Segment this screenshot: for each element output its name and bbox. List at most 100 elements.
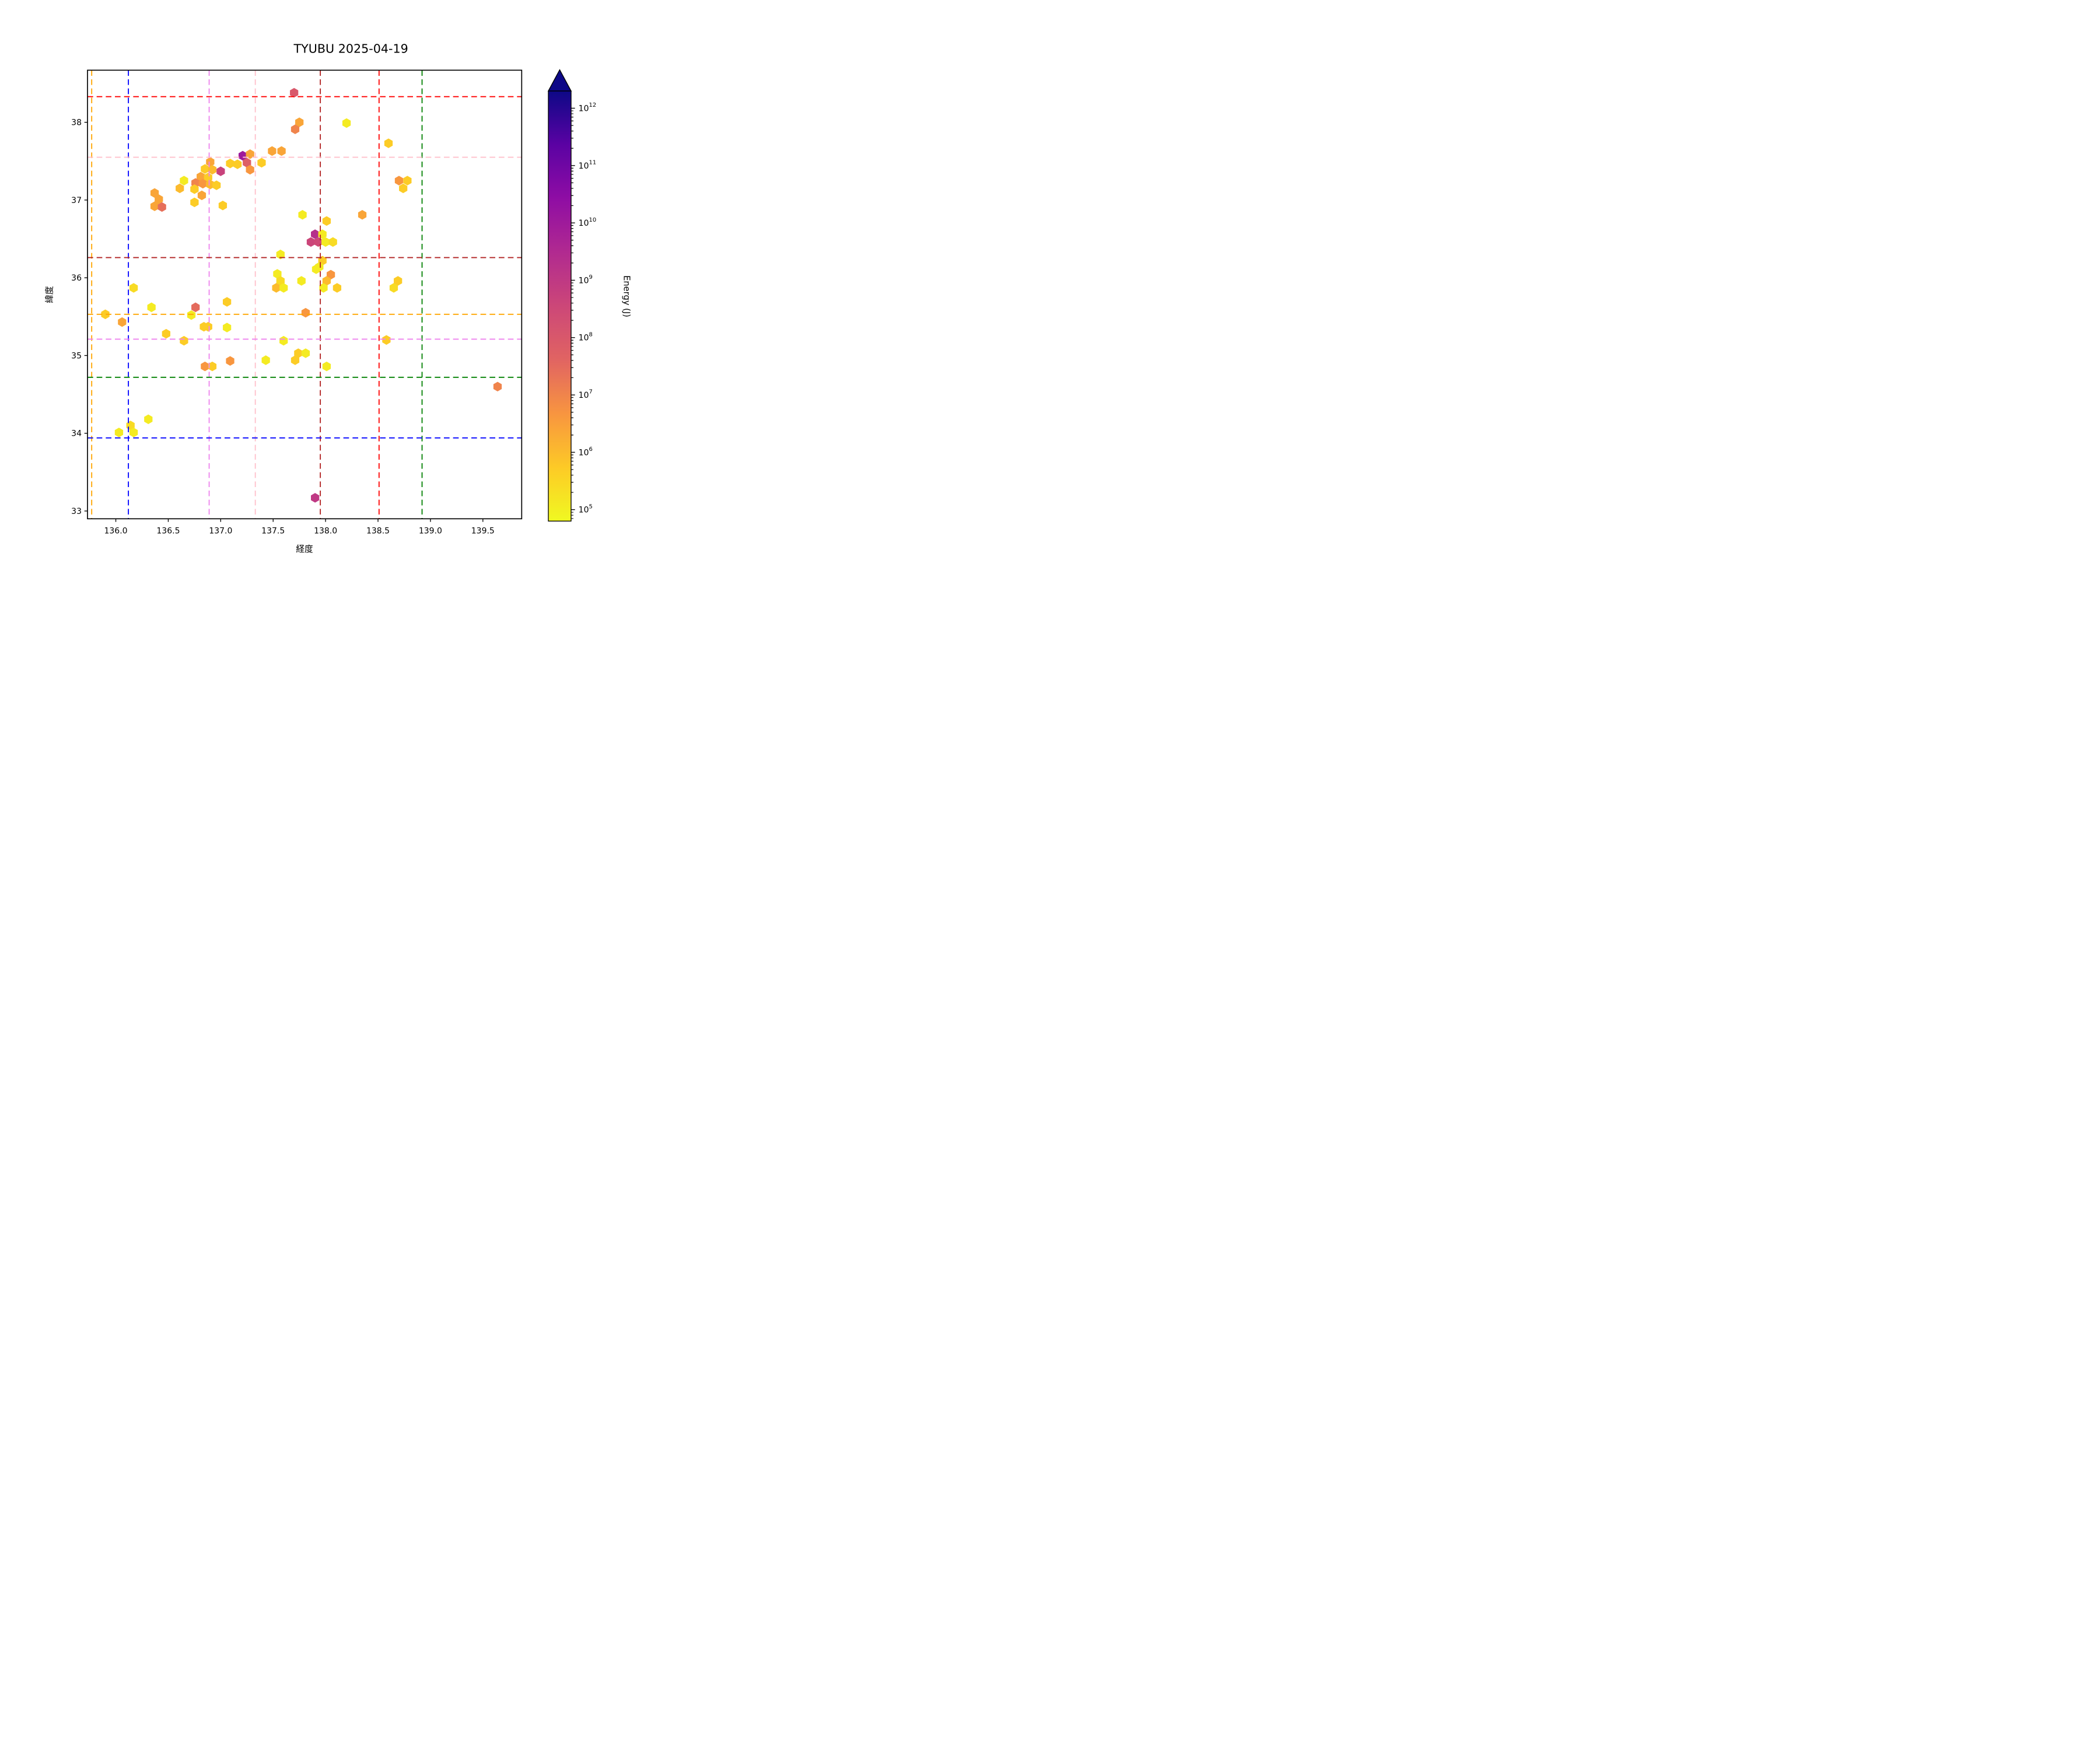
hexagon-data-point — [114, 428, 124, 438]
hexagon-data-point — [403, 176, 412, 186]
hexagon-data-point — [322, 361, 331, 372]
hexagon-data-point — [129, 283, 138, 293]
hexbin-chart: 136.0 136.5 137.0 137.5 138.0 138.5 139.0 139.5… — [44, 42, 631, 554]
hexagon-data-point — [218, 200, 228, 211]
hexagon-data-point — [129, 428, 138, 438]
hexagon-data-point — [326, 270, 335, 280]
hexagon-data-point — [208, 164, 217, 175]
colorbar-tick-label: 107 — [579, 389, 593, 400]
hexagon-data-point — [150, 188, 159, 198]
y-axis-label: 緯度 — [44, 286, 54, 303]
hexagon-data-point — [290, 355, 300, 365]
hexagon-data-point — [399, 183, 408, 194]
hexagon-data-point — [276, 249, 285, 260]
y-tick-label: 37 — [71, 196, 82, 205]
colorbar-tick-label: 108 — [579, 331, 593, 342]
hexagon-data-point — [319, 283, 328, 293]
colorbar-label: Energy (J) — [621, 275, 631, 317]
hexagon-data-point — [162, 328, 170, 339]
plot-border — [87, 69, 523, 520]
hexagon-data-point — [180, 176, 188, 186]
hexagon-data-point — [198, 178, 207, 189]
colorbar-gradient — [548, 90, 572, 522]
reference-lines-layer — [88, 70, 522, 519]
colorbar-extend-arrow — [547, 69, 572, 92]
hexagon-data-point — [306, 237, 316, 247]
hexagon-data-point — [144, 414, 153, 425]
hexagon-data-point — [190, 197, 199, 208]
hexagon-data-point — [273, 269, 282, 279]
hexagon-data-point — [147, 302, 156, 313]
colorbar-tick-label: 105 — [579, 503, 593, 514]
hexagon-data-point — [279, 335, 288, 346]
hexagon-data-point — [257, 158, 266, 168]
hexagon-data-point — [294, 348, 303, 358]
colorbar-tick-label: 1010 — [579, 217, 597, 228]
colorbar-tick-label: 106 — [579, 446, 593, 457]
hexagon-data-point — [394, 276, 402, 286]
hexagon-data-point — [298, 209, 307, 220]
hexagon-data-point — [301, 348, 310, 358]
x-tick-label: 139.0 — [419, 527, 442, 536]
hexagon-data-point — [311, 493, 320, 503]
hexagon-data-point — [301, 307, 310, 318]
hexagon-data-point — [322, 276, 331, 286]
hexagon-data-point — [216, 166, 225, 176]
hexagon-data-point — [197, 190, 206, 201]
axes-layer: 136.0 136.5 137.0 137.5 138.0 138.5 139.0 139.5… — [71, 69, 523, 536]
hexagon-data-point — [290, 88, 299, 98]
hexagon-data-point — [332, 283, 342, 293]
hexagon-data-point — [322, 216, 331, 226]
hexagon-data-point — [206, 179, 215, 190]
hexagon-data-point — [358, 209, 367, 220]
hexagon-data-point — [155, 194, 163, 204]
hexagon-data-point — [342, 118, 351, 128]
hexagon-data-point — [246, 164, 254, 175]
chart-title: TYUBU 2025-04-19 — [293, 42, 408, 56]
colorbar: 105 106 107 108 109 1010 1011 1012 — [547, 69, 597, 522]
colorbar-tick-label: 1012 — [579, 102, 597, 113]
hexagon-data-point — [212, 180, 221, 190]
x-tick-label: 137.5 — [261, 527, 285, 536]
x-tick-label: 137.0 — [209, 527, 232, 536]
hexagon-data-point — [191, 302, 200, 313]
hexagon-data-point — [279, 283, 288, 293]
hexagon-data-point — [321, 237, 330, 247]
hexagon-data-point — [201, 164, 209, 174]
hexagon-data-point — [389, 283, 398, 293]
hexagon-data-point — [233, 159, 242, 169]
hexagon-data-point — [176, 183, 184, 194]
hexagon-data-point — [201, 361, 209, 372]
hexagon-data-point — [297, 276, 306, 286]
hexagon-data-point — [276, 276, 285, 286]
y-tick-label: 38 — [71, 118, 82, 128]
y-tick-label: 34 — [71, 429, 82, 439]
hexagon-data-point — [493, 382, 502, 392]
hexagon-data-point — [222, 297, 232, 307]
y-tick-label: 36 — [71, 274, 82, 283]
hexagon-data-point — [204, 321, 212, 332]
hexagon-data-point — [384, 138, 393, 148]
hexagon-data-point — [158, 202, 166, 212]
hexagon-data-point — [150, 201, 159, 211]
x-tick-label: 136.5 — [156, 527, 180, 536]
figure: 136.0 136.5 137.0 137.5 138.0 138.5 139.0 139.5… — [0, 0, 700, 583]
hexagon-data-point — [226, 356, 235, 366]
hexagon-data-point — [246, 149, 254, 159]
x-tick-label: 138.5 — [366, 527, 390, 536]
hexagon-data-point — [208, 361, 217, 372]
hexagon-data-point — [187, 310, 196, 320]
hexagon-data-point — [272, 283, 281, 293]
hexagon-data-point — [277, 146, 286, 156]
hexagon-data-point — [394, 176, 404, 186]
hexagon-data-point — [312, 264, 321, 274]
hexagon-data-point — [268, 146, 276, 156]
hexagon-data-point — [190, 184, 199, 194]
hexagon-data-point — [290, 124, 300, 134]
hexagon-data-point — [226, 158, 235, 169]
x-tick-label: 136.0 — [104, 527, 127, 536]
y-tick-label: 33 — [71, 507, 82, 516]
y-tick-label: 35 — [71, 351, 82, 360]
hexagon-data-point — [118, 317, 127, 327]
x-axis-label: 経度 — [296, 544, 313, 554]
